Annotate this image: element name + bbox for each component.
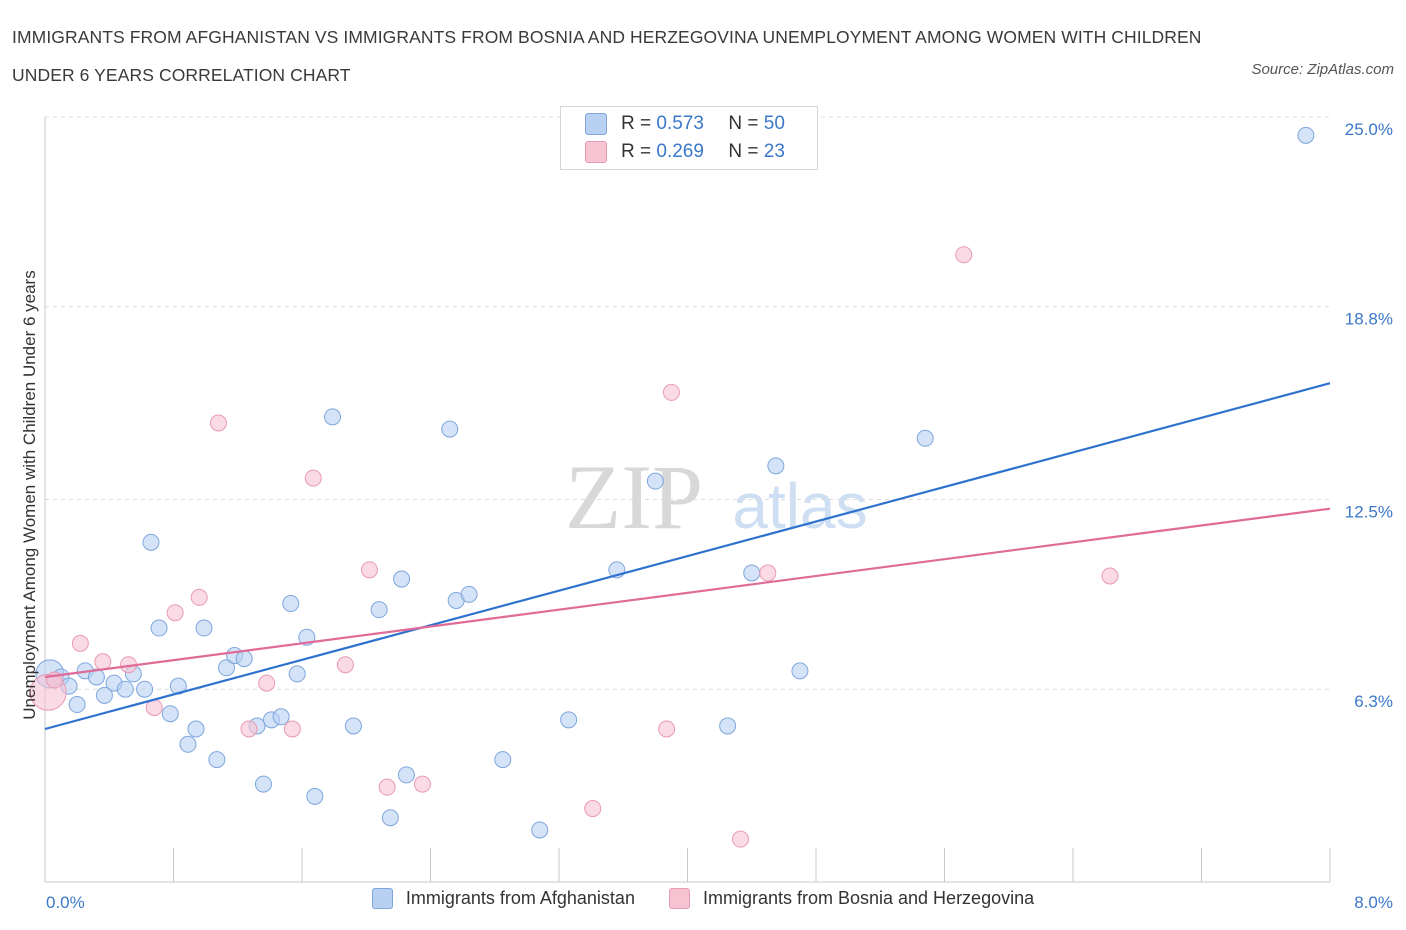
point-bosnia bbox=[378, 778, 396, 796]
point-afghanistan bbox=[208, 751, 226, 769]
legend-series-name: Immigrants from Afghanistan bbox=[405, 888, 635, 908]
point-afghanistan bbox=[460, 585, 478, 603]
point-afghanistan bbox=[743, 564, 761, 582]
point-afghanistan bbox=[494, 751, 512, 769]
point-afghanistan bbox=[68, 696, 86, 714]
point-afghanistan bbox=[87, 668, 105, 686]
point-afghanistan bbox=[370, 601, 388, 619]
trend-line-afghanistan bbox=[44, 382, 1331, 731]
point-bosnia bbox=[336, 656, 354, 674]
point-bosnia bbox=[94, 653, 112, 671]
legend-swatch-bosnia bbox=[585, 141, 607, 163]
point-afghanistan bbox=[441, 420, 459, 438]
series-legend: Immigrants from Afghanistan Immigrants f… bbox=[0, 888, 1406, 909]
trend-lines bbox=[44, 382, 1331, 731]
y-axis-label: Unemployment Among Women with Children U… bbox=[20, 270, 39, 720]
point-afghanistan bbox=[272, 708, 290, 726]
point-afghanistan bbox=[288, 665, 306, 683]
gridlines bbox=[45, 116, 1330, 690]
chart-title: IMMIGRANTS FROM AFGHANISTAN VS IMMIGRANT… bbox=[12, 27, 1202, 85]
point-bosnia bbox=[955, 246, 973, 264]
legend-series-name: Immigrants from Bosnia and Herzegovina bbox=[702, 888, 1035, 908]
point-afghanistan bbox=[150, 619, 168, 637]
point-bosnia bbox=[166, 604, 184, 622]
point-afghanistan bbox=[393, 570, 411, 588]
point-afghanistan bbox=[324, 408, 342, 426]
point-afghanistan bbox=[187, 720, 205, 738]
y-tick-label: 6.3% bbox=[1354, 692, 1393, 711]
point-bosnia bbox=[360, 561, 378, 579]
point-afghanistan bbox=[136, 680, 154, 698]
point-bosnia bbox=[732, 830, 750, 848]
y-tick-label: 25.0% bbox=[1345, 120, 1393, 139]
point-afghanistan bbox=[195, 619, 213, 637]
watermark-atlas: atlas bbox=[732, 470, 867, 542]
legend-r-label: R = bbox=[621, 141, 652, 162]
legend-r-value: 0.573 bbox=[656, 113, 704, 134]
point-afghanistan bbox=[767, 457, 785, 475]
legend-r-label: R = bbox=[621, 113, 652, 134]
point-bosnia bbox=[658, 720, 676, 738]
point-afghanistan bbox=[381, 809, 399, 827]
axes bbox=[44, 117, 1331, 883]
legend-item-afghanistan: Immigrants from Afghanistan bbox=[371, 888, 635, 909]
source-label: Source: ZipAtlas.com bbox=[1251, 61, 1394, 78]
point-bosnia bbox=[190, 588, 208, 606]
legend-row-afghanistan: R = 0.573 N = 50 bbox=[585, 112, 785, 136]
point-afghanistan bbox=[397, 766, 415, 784]
point-afghanistan bbox=[161, 705, 179, 723]
point-afghanistan bbox=[791, 662, 809, 680]
legend-swatch-afghanistan bbox=[585, 113, 607, 135]
legend-row-bosnia: R = 0.269 N = 23 bbox=[585, 140, 785, 164]
x-tick-label: 8.0% bbox=[1354, 893, 1393, 912]
x-tick-label: 0.0% bbox=[46, 893, 85, 912]
watermark-zip: ZIP bbox=[565, 446, 703, 548]
point-afghanistan bbox=[306, 787, 324, 805]
point-bosnia bbox=[1101, 567, 1119, 585]
legend-swatch-bosnia bbox=[668, 888, 690, 909]
y-tick-label: 12.5% bbox=[1345, 503, 1393, 522]
point-afghanistan bbox=[916, 429, 934, 447]
trend-line-bosnia bbox=[44, 507, 1331, 679]
point-afghanistan bbox=[560, 711, 578, 729]
point-afghanistan bbox=[531, 821, 549, 839]
point-afghanistan bbox=[254, 775, 272, 793]
point-bosnia bbox=[258, 674, 276, 692]
point-afghanistan bbox=[719, 717, 737, 735]
point-bosnia bbox=[304, 469, 322, 487]
legend-n-label: N = bbox=[728, 113, 759, 134]
point-bosnia bbox=[584, 800, 602, 818]
legend-n-value: 23 bbox=[763, 141, 785, 162]
tick-labels: 6.3% 12.5% 18.8% 25.0% 0.0% 8.0% bbox=[46, 120, 1393, 912]
point-afghanistan bbox=[142, 533, 160, 551]
legend-item-bosnia: Immigrants from Bosnia and Herzegovina bbox=[668, 888, 1035, 909]
point-afghanistan bbox=[235, 650, 253, 668]
point-afghanistan bbox=[179, 735, 197, 753]
point-afghanistan bbox=[1297, 126, 1315, 144]
point-bosnia bbox=[759, 564, 777, 582]
point-bosnia bbox=[71, 634, 89, 652]
legend-swatch-afghanistan bbox=[371, 888, 393, 909]
point-bosnia bbox=[240, 720, 258, 738]
point-afghanistan bbox=[282, 595, 300, 613]
point-afghanistan bbox=[95, 686, 113, 704]
point-afghanistan bbox=[218, 659, 236, 677]
legend-r-value: 0.269 bbox=[656, 141, 704, 162]
point-afghanistan bbox=[646, 472, 664, 490]
point-bosnia bbox=[209, 414, 227, 432]
point-bosnia bbox=[283, 720, 301, 738]
point-bosnia bbox=[413, 775, 431, 793]
stats-legend: R = 0.573 N = 50 R = 0.269 N = 23 bbox=[560, 106, 818, 170]
point-afghanistan bbox=[344, 717, 362, 735]
legend-n-value: 50 bbox=[763, 113, 785, 134]
data-points bbox=[29, 126, 1315, 848]
point-bosnia bbox=[662, 383, 680, 401]
legend-n-label: N = bbox=[728, 141, 759, 162]
y-tick-label: 18.8% bbox=[1345, 310, 1393, 329]
point-afghanistan bbox=[116, 680, 134, 698]
